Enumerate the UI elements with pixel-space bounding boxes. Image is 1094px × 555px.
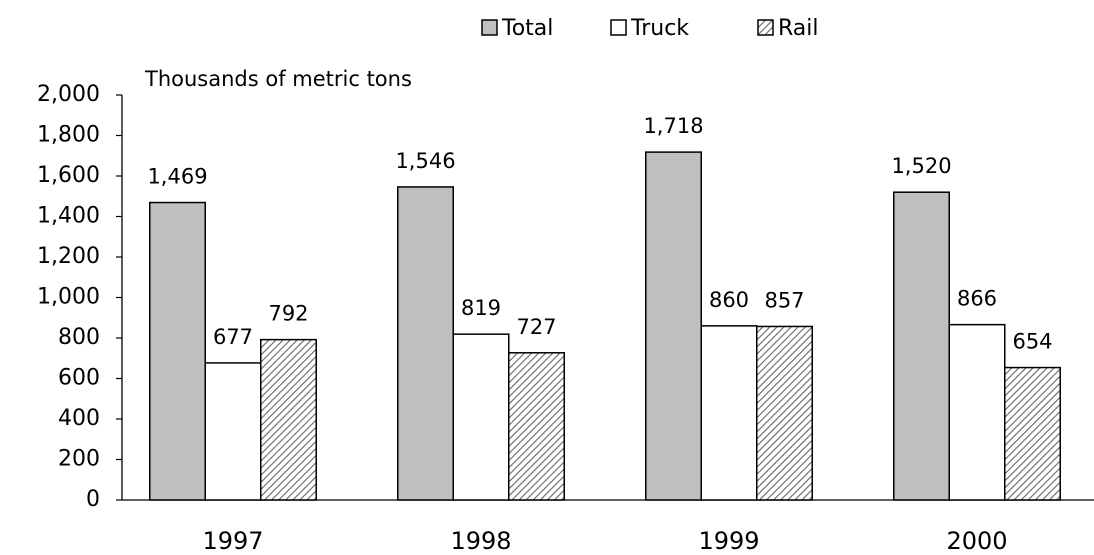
legend-marker <box>610 19 627 36</box>
value-label: 1,469 <box>147 165 207 189</box>
value-label: 819 <box>461 296 501 320</box>
bar <box>700 325 758 501</box>
bar <box>508 352 565 501</box>
value-label: 860 <box>709 288 749 312</box>
bar <box>260 338 317 501</box>
bar <box>204 362 262 501</box>
value-label: 1,520 <box>891 154 951 178</box>
legend-marker <box>481 19 498 36</box>
value-label: 857 <box>764 288 804 312</box>
legend-marker <box>757 19 774 36</box>
y-tick-label: 2,000 <box>37 82 100 107</box>
y-tick-label: 1,200 <box>37 244 100 269</box>
legend-label: Truck <box>630 16 689 41</box>
bar <box>645 151 702 501</box>
x-tick-label: 1998 <box>450 527 511 555</box>
y-tick-label: 1,600 <box>37 163 100 188</box>
x-tick-label: 1997 <box>202 527 263 555</box>
bar <box>397 186 454 501</box>
value-label: 727 <box>516 315 556 339</box>
legend-label: Total <box>501 16 553 41</box>
value-label: 1,546 <box>395 149 455 173</box>
value-label: 1,718 <box>643 114 703 138</box>
y-tick-label: 600 <box>58 366 100 391</box>
axis-label: Thousands of metric tons <box>144 67 412 91</box>
y-tick-label: 400 <box>58 406 100 431</box>
bar <box>149 201 206 501</box>
y-tick-label: 200 <box>58 447 100 472</box>
x-tick-label: 2000 <box>946 527 1007 555</box>
value-label: 866 <box>957 287 997 311</box>
y-tick-label: 800 <box>58 325 100 350</box>
y-tick-label: 1,000 <box>37 285 100 310</box>
bar <box>893 191 950 501</box>
y-tick-label: 1,800 <box>37 123 100 148</box>
bar <box>948 323 1006 501</box>
bar <box>756 325 813 501</box>
y-tick-label: 1,400 <box>37 204 100 229</box>
value-label: 677 <box>213 325 253 349</box>
value-label: 792 <box>268 302 308 326</box>
bar <box>1004 366 1061 501</box>
legend-label: Rail <box>778 16 819 41</box>
value-label: 654 <box>1012 330 1052 354</box>
bar <box>452 333 510 501</box>
y-tick-label: 0 <box>86 487 100 512</box>
x-tick-label: 1999 <box>698 527 759 555</box>
